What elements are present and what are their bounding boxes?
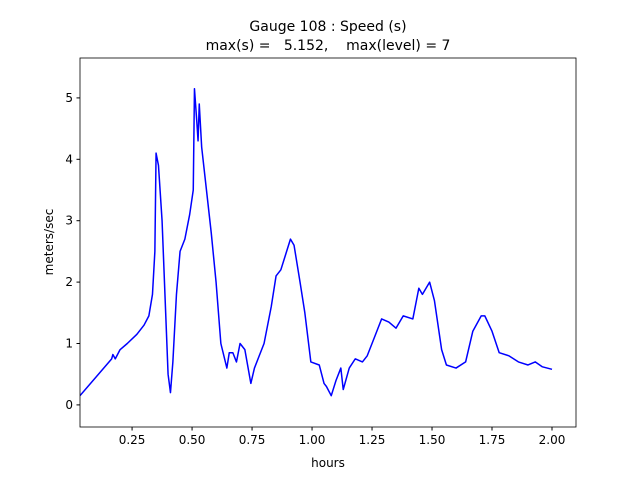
y-tick-label: 3 bbox=[65, 214, 73, 228]
y-tick-label: 5 bbox=[65, 91, 73, 105]
y-tick-label: 0 bbox=[65, 398, 73, 412]
data-line bbox=[80, 87, 553, 397]
y-tick-label: 1 bbox=[65, 336, 73, 350]
x-axis-label: hours bbox=[311, 456, 345, 470]
y-axis-label: meters/sec bbox=[42, 209, 56, 276]
chart-title: Gauge 108 : Speed (s) bbox=[249, 19, 406, 35]
x-tick-label: 1.50 bbox=[419, 433, 446, 447]
x-tick-label: 1.00 bbox=[299, 433, 326, 447]
x-tick-label: 2.00 bbox=[539, 433, 566, 447]
plot-frame bbox=[79, 57, 577, 428]
x-tick-label: 0.25 bbox=[119, 433, 146, 447]
chart-subtitle: max(s) = 5.152, max(level) = 7 bbox=[206, 38, 451, 54]
y-tick-label: 2 bbox=[65, 275, 73, 289]
x-tick-label: 1.75 bbox=[479, 433, 506, 447]
x-tick-label: 0.50 bbox=[179, 433, 206, 447]
x-tick-label: 0.75 bbox=[239, 433, 266, 447]
y-tick-label: 4 bbox=[65, 152, 73, 166]
x-tick-label: 1.25 bbox=[359, 433, 386, 447]
